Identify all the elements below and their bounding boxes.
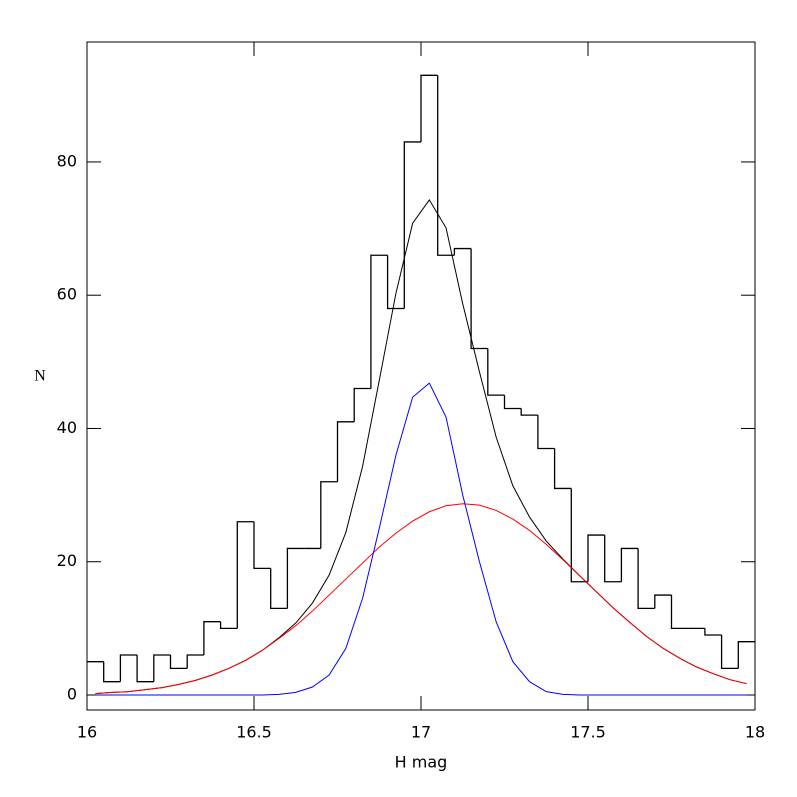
histogram-bin <box>186 654 204 669</box>
histogram-bin <box>437 75 455 256</box>
x-tick-label: 16 <box>77 723 97 742</box>
histogram-bin <box>386 255 405 310</box>
histogram-bin <box>403 141 421 309</box>
histogram-bin <box>704 628 722 636</box>
histogram-bin <box>353 387 371 422</box>
histogram-bin <box>570 488 588 583</box>
y-tick-label: 0 <box>67 685 77 704</box>
histogram-bin <box>670 595 689 630</box>
histogram-bin <box>487 348 505 396</box>
y-tick-label: 80 <box>57 151 77 170</box>
x-axis-label: H mag <box>395 753 448 772</box>
x-tick-label: 17 <box>411 723 431 742</box>
histogram-bin <box>604 535 622 583</box>
histogram-bin <box>370 254 388 389</box>
histogram-bin <box>453 247 472 256</box>
x-tick-label: 16.5 <box>236 723 272 742</box>
histogram-bin <box>253 521 271 570</box>
y-tick-label: 60 <box>57 285 77 304</box>
histogram-bin <box>286 547 305 609</box>
fit-line <box>95 199 747 695</box>
histogram-bin <box>236 521 254 629</box>
histogram-bin <box>169 655 188 670</box>
histogram-bin <box>503 395 522 410</box>
fit-line <box>95 503 747 695</box>
histogram-bin <box>153 654 171 682</box>
histogram-bin <box>720 635 739 670</box>
histogram-bin <box>553 448 572 490</box>
histogram-bin <box>103 661 121 683</box>
histogram-bin <box>336 421 355 482</box>
histogram-bin <box>119 654 138 682</box>
y-tick-label: 40 <box>57 418 77 437</box>
histogram-bin <box>136 655 154 683</box>
y-axis-label: N <box>34 368 46 385</box>
histogram-bin <box>320 481 338 549</box>
x-tick-label: 18 <box>745 723 765 742</box>
x-tick-label: 17.5 <box>570 723 606 742</box>
histogram-bin <box>270 568 288 610</box>
histogram-bin <box>654 594 672 609</box>
histogram-bin <box>219 621 238 630</box>
histogram-bin <box>620 547 639 582</box>
histogram-bin <box>470 248 488 350</box>
fit-line <box>95 382 747 696</box>
histogram-bin <box>587 534 605 582</box>
histogram-bin <box>637 548 655 610</box>
histogram-bin <box>737 641 755 669</box>
y-tick-label: 20 <box>57 551 77 570</box>
histogram-bin <box>203 621 221 656</box>
histogram-bin <box>420 74 438 142</box>
histogram-bin <box>537 415 555 450</box>
histogram-bin <box>520 408 538 416</box>
